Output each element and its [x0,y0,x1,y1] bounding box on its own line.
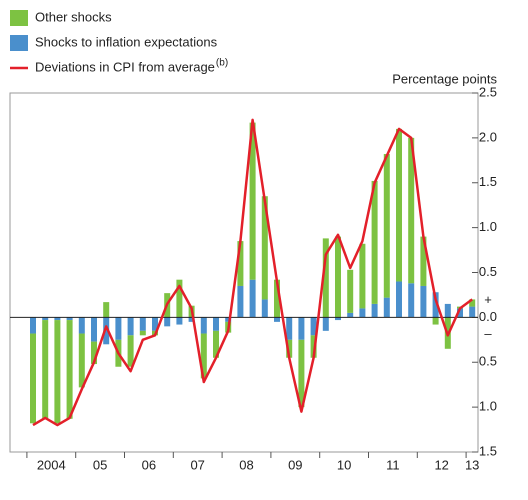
y-tick-label: 1.0 [479,219,497,234]
legend-swatch [10,35,28,51]
x-tick-label: 11 [386,457,400,472]
bar [335,317,341,321]
bar [347,269,354,313]
bar [371,303,378,318]
bar [286,339,293,358]
bar [469,299,476,307]
bar [200,317,207,334]
bar [237,241,244,286]
bar [432,317,439,325]
bar [274,317,280,322]
bar [286,317,293,340]
legend-label: Shocks to inflation expectations [35,34,218,49]
bar [420,285,427,318]
bar [54,320,61,424]
bar [103,317,110,345]
y-tick-label: 1.5 [479,174,497,189]
bar [176,317,183,325]
bar [396,281,402,318]
bar [383,297,390,318]
sign-label: + [484,292,492,307]
bar [261,196,268,300]
x-tick-label: 10 [337,457,351,472]
bar [310,317,317,336]
bar [30,317,36,334]
bar [322,238,329,318]
bar [115,317,122,340]
bar [298,339,305,408]
bar [408,283,415,318]
plot-frame [9,92,479,453]
bar [261,299,268,318]
legend-label: Other shocks [35,9,112,24]
y-tick-label: 0.5 [479,264,497,279]
bar [78,333,85,388]
bar [30,333,36,424]
bar [383,154,390,298]
bar [213,317,219,331]
bar [127,335,134,367]
y-tick-label: 1.0 [479,399,497,414]
bar [249,122,256,280]
bar [396,128,402,282]
bar [66,320,73,419]
y-tick-label: 0.0 [479,309,497,324]
bar [274,279,280,318]
x-tick-label: 08 [239,457,253,472]
y-tick-label: 1.5 [479,443,497,458]
x-tick-label: 05 [93,457,107,472]
x-tick-label: 06 [142,457,156,472]
bar [298,317,305,340]
bar [164,317,171,327]
bar [188,317,195,322]
bar [139,330,146,336]
bar [432,292,439,318]
y-tick-label: 2.0 [479,129,497,144]
bar [225,317,232,322]
bar [176,279,183,318]
bar [457,308,463,318]
bar [359,243,366,309]
bar [42,320,49,419]
bar [310,335,317,358]
bar [237,285,244,318]
bar [444,303,451,318]
bar [42,317,49,321]
bar [469,306,476,318]
bar [359,308,366,318]
x-tick-label: 07 [190,457,204,472]
x-tick-label: 12 [434,457,448,472]
x-tick-label: 13 [465,457,479,472]
bar [322,317,329,331]
bar [335,236,341,318]
bar [408,137,415,284]
bar [66,317,73,321]
x-tick-label: 2004 [37,457,66,472]
bar [420,236,427,286]
bar [103,302,110,318]
sign-label: – [484,326,492,341]
bar [152,317,158,331]
bar [371,180,378,304]
bar [213,330,219,358]
y-tick-label: 0.5 [479,354,497,369]
cpi-line [32,118,473,427]
bar [91,341,97,365]
bar [139,317,146,331]
bar [78,317,85,334]
legend-swatch [10,10,28,26]
bar [347,312,354,318]
bar [200,333,207,379]
bar [54,317,61,321]
footnote-marker: (b) [216,58,228,69]
y-axis-label: Percentage points [392,71,497,86]
bar [91,317,97,342]
x-tick-label: 09 [288,457,302,472]
y-tick-label: 2.5 [479,84,497,99]
bar [127,317,134,336]
legend-label: Deviations in CPI from average [35,59,215,74]
bar [249,279,256,318]
